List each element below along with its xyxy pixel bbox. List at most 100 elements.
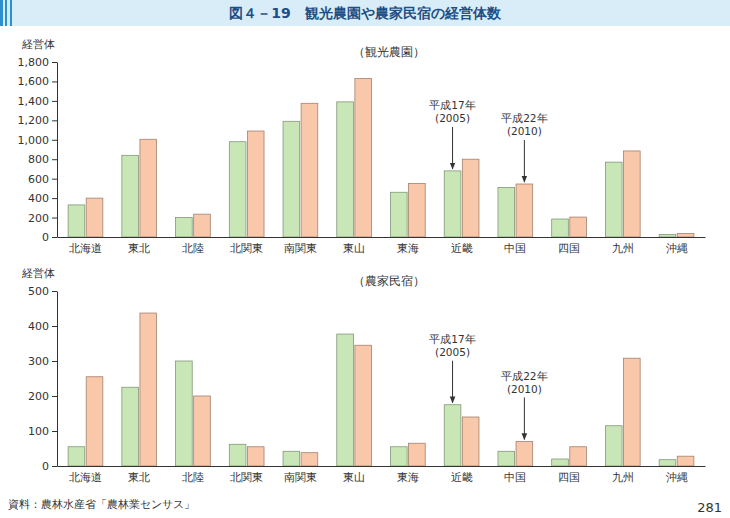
y-tick-label: 1,200: [18, 114, 50, 127]
y-tick: 0: [42, 231, 57, 244]
bar: [301, 103, 318, 237]
x-tick-label: 九州: [612, 471, 634, 484]
y-tick-label: 800: [28, 153, 49, 166]
y-tick-mark: [52, 120, 57, 121]
x-tick: 南関東: [284, 237, 317, 255]
y-tick: 1,800: [18, 56, 58, 69]
x-tick-label: 北海道: [69, 471, 102, 484]
y-tick: 1,200: [18, 114, 58, 127]
x-tick-label: 南関東: [284, 471, 317, 484]
x-tick-label: 北陸: [182, 242, 204, 255]
y-tick-label: 200: [28, 212, 49, 225]
y-axis-title: 経営体: [21, 267, 55, 280]
bar: [516, 184, 533, 237]
bar: [86, 377, 103, 466]
x-tick: 中国: [504, 237, 526, 255]
bar: [337, 102, 354, 237]
bar: [444, 171, 461, 237]
x-tick-label: 東海: [397, 242, 419, 255]
bar: [462, 159, 479, 237]
y-tick: 1,600: [18, 75, 58, 88]
bar: [283, 121, 300, 237]
bar: [140, 139, 157, 237]
bar: [176, 218, 193, 237]
bar: [570, 447, 587, 466]
chart-subtitle: （観光農園）: [353, 45, 425, 59]
y-tick-mark: [52, 81, 57, 82]
bar: [516, 442, 533, 467]
chart-subtitle: （農家民宿）: [353, 274, 425, 288]
x-tick-label: 東北: [128, 471, 150, 484]
x-tick-label: 九州: [612, 242, 634, 255]
x-tick: 九州: [612, 466, 634, 484]
y-tick-label: 200: [28, 390, 49, 403]
y-tick: 1,400: [18, 95, 58, 108]
annotation: 平成22年(2010): [501, 370, 547, 440]
y-tick: 0: [42, 460, 57, 473]
x-tick: 南関東: [284, 466, 317, 484]
x-tick: 東山: [343, 466, 365, 484]
header: 図４－19 観光農園や農家民宿の経営体数: [0, 0, 730, 26]
y-tick-mark: [52, 361, 57, 362]
bar: [659, 460, 676, 466]
y-axis-title: 経営体: [21, 38, 55, 51]
bar: [552, 219, 569, 237]
header-stripe: [0, 0, 3, 26]
x-tick: 中国: [504, 466, 526, 484]
y-tick-label: 1,000: [18, 134, 50, 147]
x-tick-label: 近畿: [451, 242, 473, 255]
y-tick-mark: [52, 179, 57, 180]
bar: [498, 451, 515, 466]
x-tick: 北陸: [182, 466, 204, 484]
y-tick-mark: [52, 101, 57, 102]
y-tick-mark: [52, 326, 57, 327]
bar: [624, 151, 641, 237]
bar: [391, 447, 408, 466]
bar: [605, 162, 622, 237]
x-tick-label: 中国: [504, 471, 526, 484]
annotation-arrow: [524, 140, 525, 182]
bar: [194, 214, 211, 237]
bar: [552, 459, 569, 466]
y-tick-mark: [52, 198, 57, 199]
bar: [659, 235, 676, 237]
y-tick-label: 1,400: [18, 95, 50, 108]
y-tick-label: 1,600: [18, 75, 50, 88]
x-tick-label: 四国: [558, 242, 580, 255]
y-tick: 600: [28, 173, 57, 186]
x-tick-label: 沖縄: [666, 471, 688, 484]
x-axis: 北海道東北北陸北関東南関東東山東海近畿中国四国九州沖縄: [58, 237, 706, 255]
bar: [677, 234, 694, 237]
x-tick: 北海道: [69, 237, 102, 255]
x-tick-label: 北海道: [69, 242, 102, 255]
x-tick-label: 近畿: [451, 471, 473, 484]
annotation-text: (2010): [507, 125, 542, 137]
y-tick-label: 500: [28, 285, 49, 298]
x-tick: 四国: [558, 466, 580, 484]
y-tick-mark: [52, 431, 57, 432]
x-tick-label: 南関東: [284, 242, 317, 255]
y-tick-mark: [52, 218, 57, 219]
y-tick: 500: [28, 285, 57, 298]
y-axis: 02004006008001,0001,2001,4001,6001,800: [18, 56, 58, 244]
x-tick: 東海: [397, 237, 419, 255]
bar: [122, 155, 139, 237]
annotation: 平成17年(2005): [429, 99, 475, 169]
source-note: 資料：農林水産省「農林業センサス」: [8, 498, 195, 511]
x-tick: 近畿: [451, 237, 473, 255]
bars: [68, 313, 694, 466]
bar: [122, 387, 139, 466]
bar: [68, 447, 85, 466]
x-tick-label: 東北: [128, 242, 150, 255]
y-tick: 400: [28, 320, 57, 333]
bar: [355, 345, 372, 466]
bar: [229, 142, 246, 237]
x-axis-line: [58, 237, 706, 238]
bar: [283, 451, 300, 466]
header-stripe: [5, 0, 7, 26]
y-tick-label: 0: [42, 231, 49, 244]
x-tick-label: 北関東: [230, 242, 263, 255]
y-tick-label: 100: [28, 425, 49, 438]
y-tick: 300: [28, 355, 57, 368]
y-tick: 800: [28, 153, 57, 166]
